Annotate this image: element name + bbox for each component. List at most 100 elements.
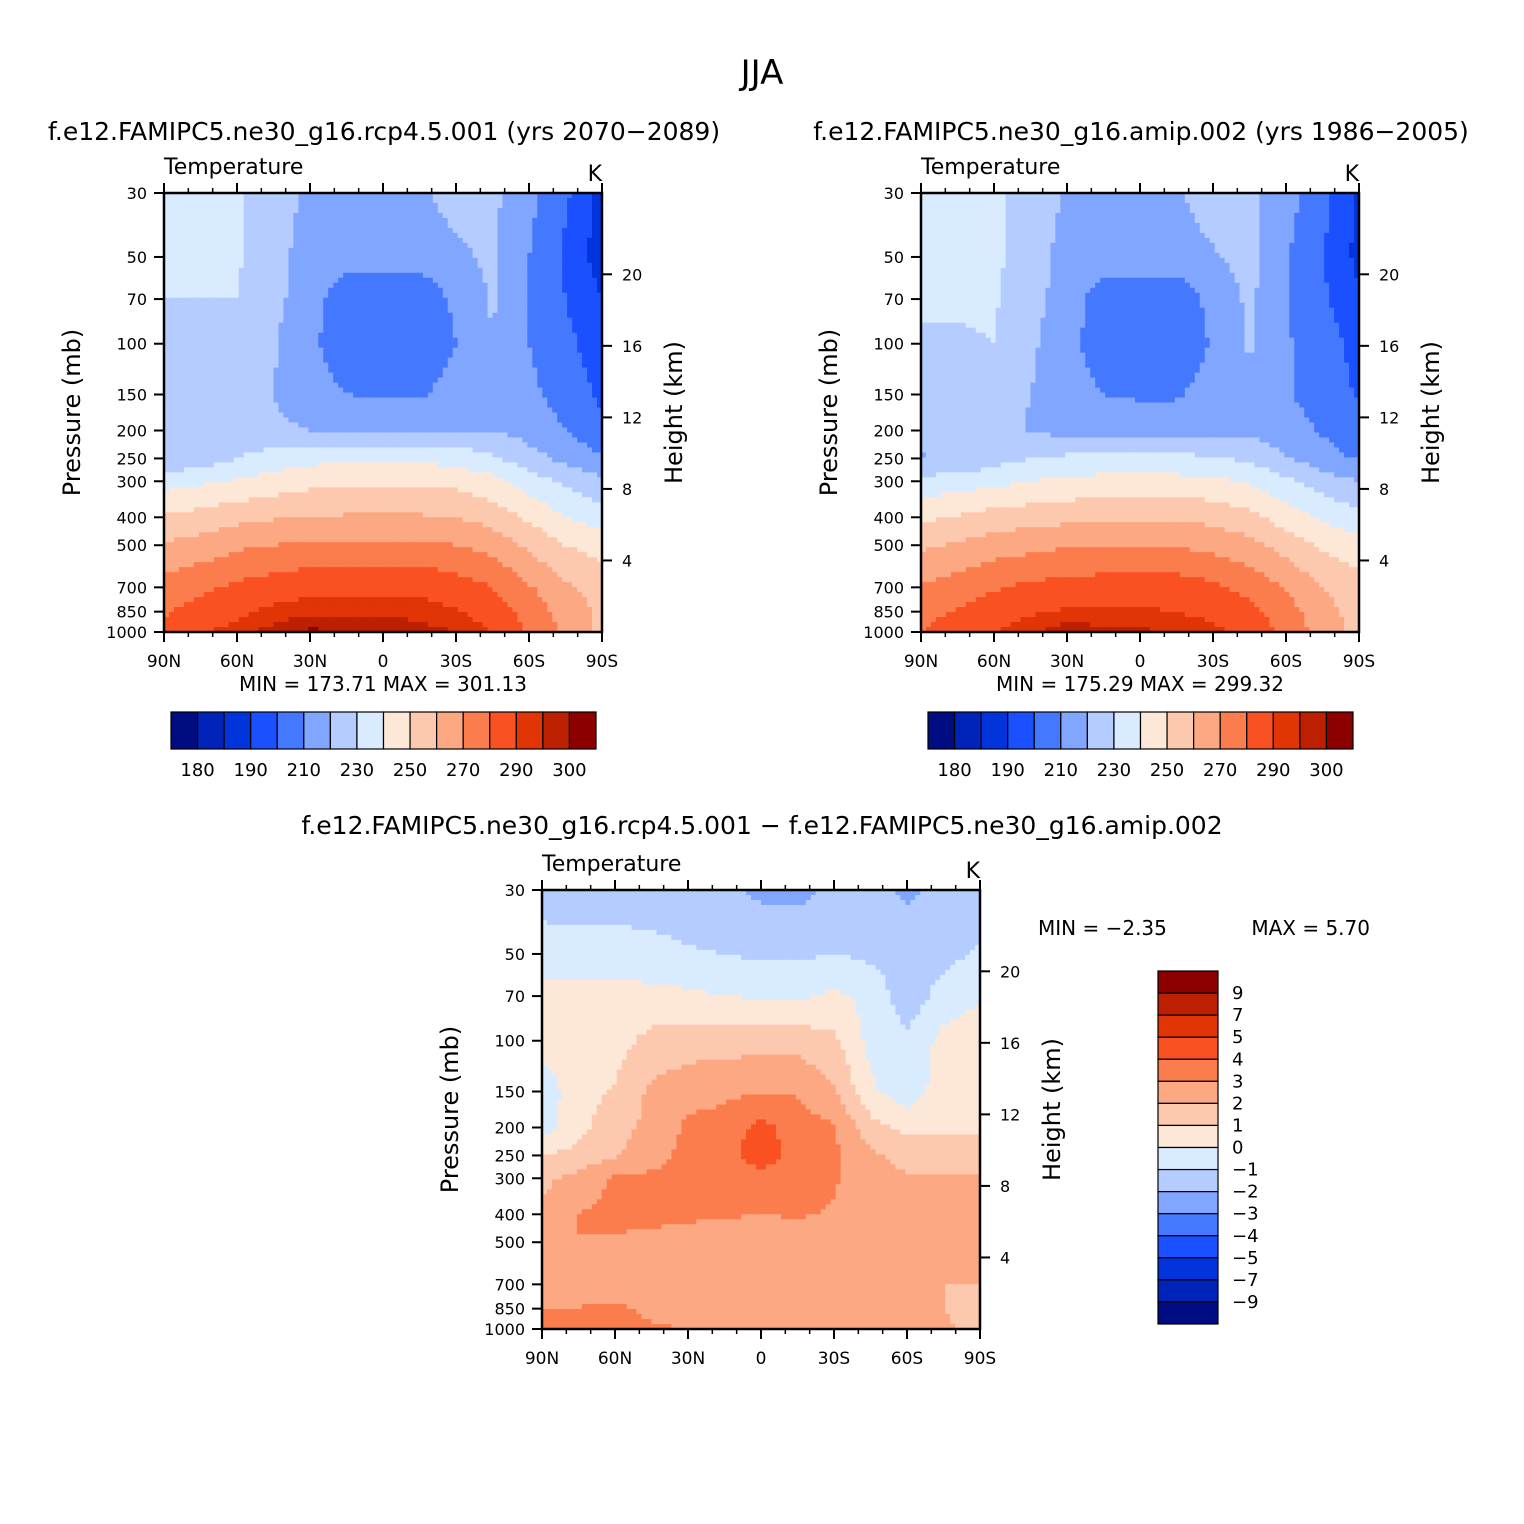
contour-cell (597, 207, 603, 214)
contour-cell (492, 202, 499, 209)
contour-cell (597, 427, 603, 434)
contour-cell (258, 227, 265, 234)
contour-cell (268, 432, 275, 439)
contour-cell (248, 407, 255, 414)
contour-cell (492, 397, 499, 404)
contour-cell (253, 377, 260, 384)
contour-cell (343, 292, 349, 299)
contour-cell (368, 247, 374, 254)
contour-cell (497, 407, 504, 414)
contour-cell (452, 222, 459, 229)
contour-cell (258, 407, 265, 414)
contour-cell (353, 352, 359, 359)
contour-cell (298, 402, 304, 409)
contour-cell (497, 267, 504, 274)
contour-cell (432, 292, 439, 299)
contour-cell (273, 472, 280, 478)
contour-cell (577, 422, 583, 429)
contour-cell (552, 457, 558, 463)
contour-cell (283, 287, 290, 294)
contour-cell (547, 222, 553, 229)
contour-cell (532, 337, 538, 344)
contour-cell (253, 242, 260, 249)
contour-cell (522, 252, 528, 259)
contour-cell (592, 232, 598, 239)
contour-cell (213, 282, 220, 289)
contour-cell (383, 312, 389, 319)
contour-cell (338, 272, 344, 279)
contour-cell (203, 312, 210, 319)
contour-cell (243, 267, 250, 274)
contour-cell (577, 193, 583, 199)
contour-cell (298, 207, 304, 214)
contour-cell (258, 212, 265, 219)
contour-cell (417, 322, 424, 329)
contour-cell (228, 472, 235, 478)
contour-cell (378, 282, 384, 289)
contour-cell (358, 417, 364, 424)
contour-cell (412, 442, 419, 449)
contour-cell (417, 467, 424, 473)
contour-cell (562, 452, 568, 458)
contour-cell (402, 262, 409, 269)
contour-cell (368, 397, 374, 404)
contour-cell (572, 307, 578, 314)
contour-cell (397, 462, 404, 468)
contour-cell (258, 462, 265, 468)
contour-cell (522, 457, 528, 463)
contour-cell (238, 207, 245, 214)
contour-cell (243, 297, 250, 304)
contour-cell (353, 312, 359, 319)
contour-cell (193, 347, 200, 354)
contour-cell (587, 212, 593, 219)
contour-cell (587, 457, 593, 463)
contour-cell (577, 342, 583, 349)
contour-cell (198, 332, 205, 339)
contour-cell (427, 222, 434, 229)
contour-cell (442, 372, 449, 379)
contour-cell (183, 392, 190, 399)
contour-cell (213, 452, 220, 458)
contour-cell (477, 227, 484, 234)
contour-cell (348, 472, 354, 478)
contour-cell (243, 257, 250, 264)
contour-cell (268, 302, 275, 309)
contour-cell (228, 232, 235, 239)
contour-cell (383, 397, 389, 404)
contour-cell (407, 302, 414, 309)
contour-cell (378, 307, 384, 314)
contour-cell (392, 357, 399, 364)
contour-cell (472, 357, 479, 364)
contour-cell (308, 252, 314, 259)
contour-cell (427, 432, 434, 439)
contour-cell (387, 392, 394, 399)
contour-cell (188, 397, 195, 404)
contour-cell (512, 437, 518, 444)
contour-cell (457, 257, 464, 264)
contour-cell (323, 282, 329, 289)
contour-cell (417, 402, 424, 409)
contour-cell (477, 267, 484, 274)
contour-cell (383, 422, 389, 429)
contour-cell (477, 312, 484, 319)
contour-cell (328, 282, 334, 289)
contour-cell (432, 422, 439, 429)
contour-cell (193, 442, 200, 449)
contour-cell (183, 357, 190, 364)
contour-cell (363, 232, 369, 239)
contour-cell (188, 467, 195, 473)
contour-cell (487, 252, 494, 259)
contour-cell (582, 287, 588, 294)
contour-cell (273, 342, 280, 349)
contour-cell (527, 227, 533, 234)
contour-cell (442, 287, 449, 294)
contour-cell (402, 242, 409, 249)
contour-cell (288, 332, 295, 339)
contour-cell (452, 292, 459, 299)
contour-cell (283, 282, 290, 289)
contour-cell (223, 272, 230, 279)
contour-cell (193, 342, 200, 349)
contour-cell (228, 447, 235, 454)
contour-cell (318, 332, 324, 339)
contour-cell (358, 247, 364, 254)
